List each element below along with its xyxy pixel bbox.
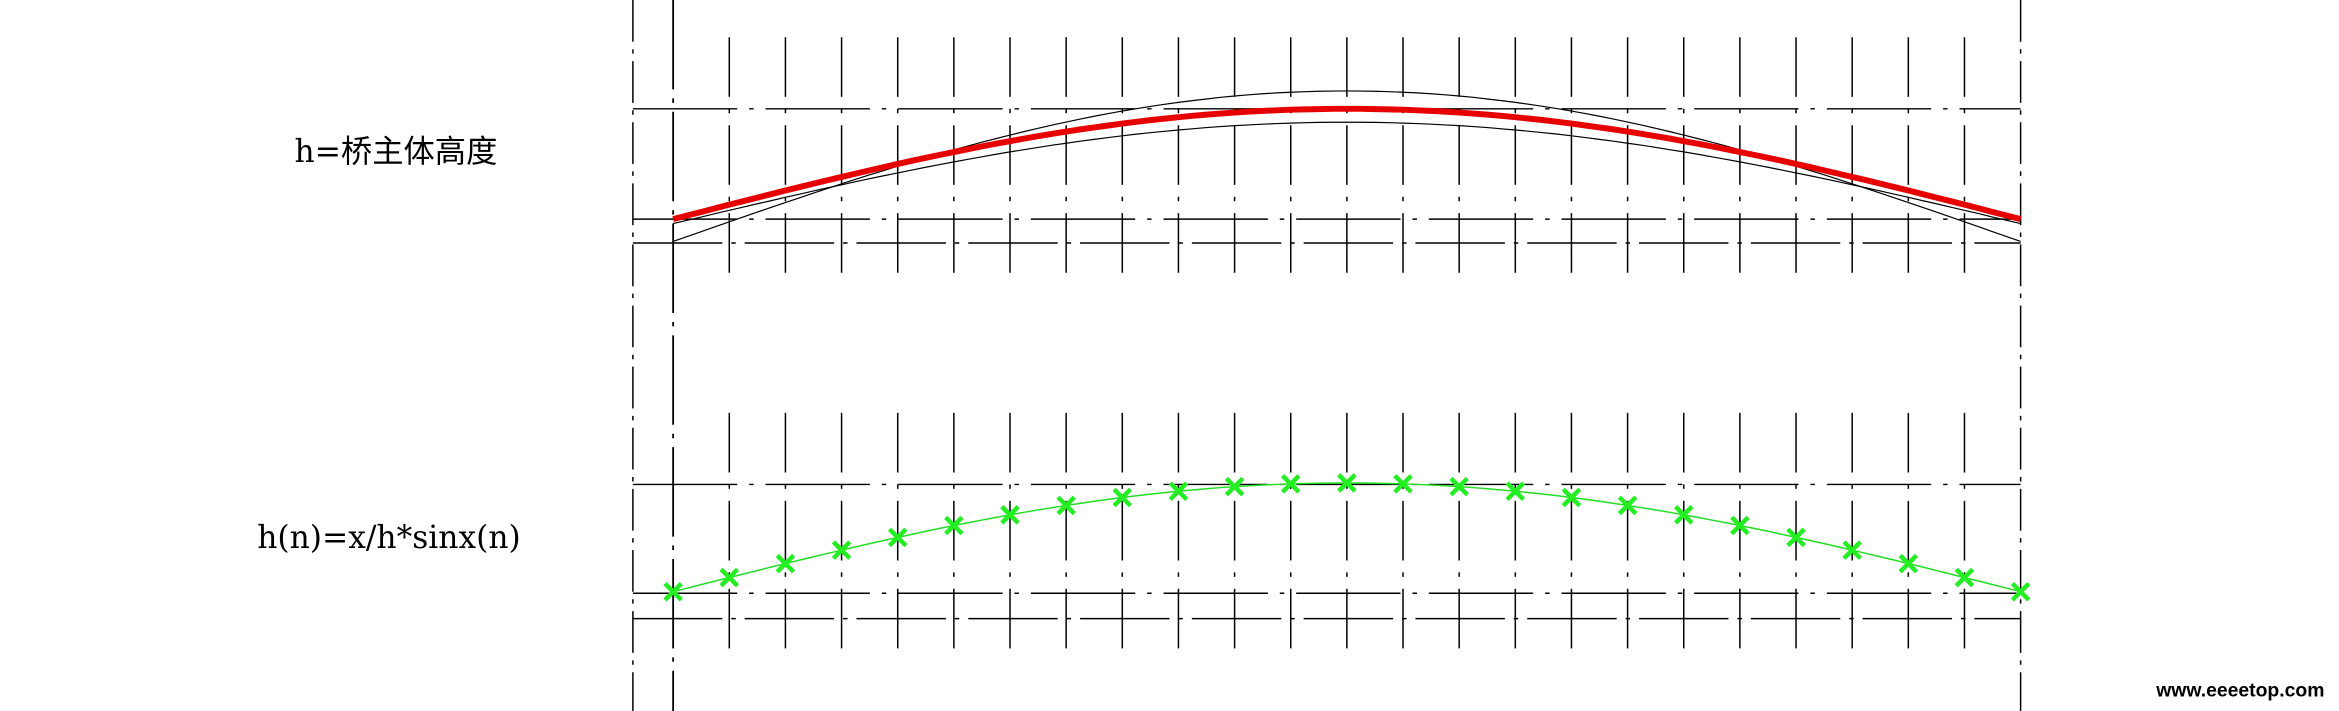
point-marker bbox=[1730, 515, 1750, 536]
point-marker bbox=[1112, 487, 1133, 508]
point-marker bbox=[1337, 473, 1357, 493]
point-marker bbox=[1224, 476, 1245, 497]
point-marker bbox=[1449, 476, 1469, 497]
guide-arc bbox=[673, 121, 2021, 225]
point-marker bbox=[1673, 505, 1694, 525]
point-marker bbox=[944, 515, 964, 536]
point-marker bbox=[1056, 495, 1076, 516]
point-marker bbox=[1168, 481, 1189, 502]
point-marker bbox=[1505, 481, 1526, 502]
point-marker bbox=[663, 581, 683, 602]
point-marker bbox=[1561, 487, 1582, 508]
watermark: www.eeeetop.com bbox=[2155, 680, 2324, 702]
point-marker bbox=[2010, 581, 2031, 602]
formula-label: h(n)=x/h*sinx(n) bbox=[257, 520, 520, 556]
point-marker bbox=[1954, 567, 1975, 588]
point-marker bbox=[1000, 505, 1020, 525]
point-marker bbox=[1617, 495, 1638, 516]
formula-label: h=桥主体高度 bbox=[295, 134, 498, 170]
point-marker bbox=[719, 567, 740, 588]
point-marker bbox=[1280, 474, 1301, 494]
point-marker bbox=[775, 553, 796, 574]
point-marker bbox=[1393, 474, 1413, 494]
point-marker bbox=[1898, 553, 1919, 574]
